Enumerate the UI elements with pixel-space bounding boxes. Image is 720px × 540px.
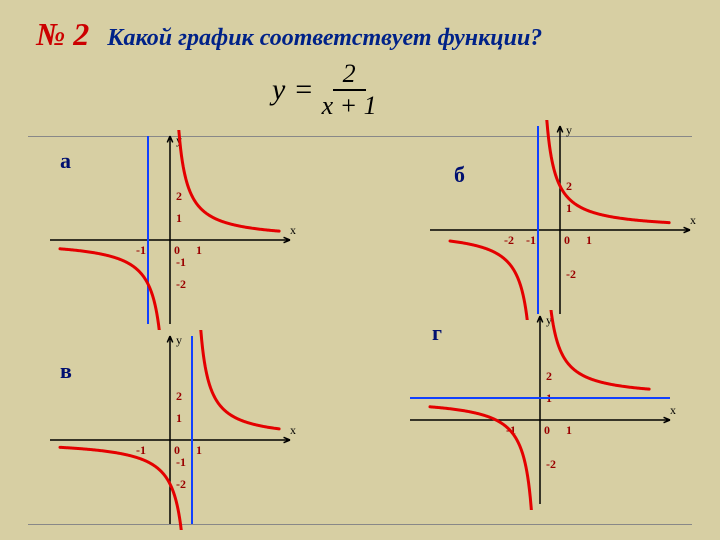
- svg-text:-2: -2: [546, 457, 556, 471]
- formula-fraction: 2 x + 1: [322, 61, 377, 119]
- formula-numerator: 2: [333, 61, 366, 91]
- svg-text:-2: -2: [176, 277, 186, 291]
- formula-lhs: y: [272, 73, 285, 107]
- formula-denominator: x + 1: [322, 91, 377, 119]
- svg-text:1: 1: [176, 411, 182, 425]
- svg-text:x: x: [690, 213, 696, 227]
- svg-text:x: x: [290, 423, 296, 437]
- svg-text:-2: -2: [504, 233, 514, 247]
- plot-g: xy0-1112-2: [400, 310, 680, 510]
- svg-text:y: y: [566, 123, 572, 137]
- svg-text:-2: -2: [566, 267, 576, 281]
- svg-text:-1: -1: [176, 255, 186, 269]
- panel-label-g: г: [432, 320, 442, 346]
- svg-text:1: 1: [586, 233, 592, 247]
- panel-label-v: в: [60, 358, 72, 384]
- plot-a: xy0-1112-1-2: [40, 130, 300, 330]
- svg-text:-1: -1: [136, 443, 146, 457]
- problem-question: Какой график соответствует функции?: [107, 25, 542, 52]
- svg-text:y: y: [176, 333, 182, 347]
- svg-text:-2: -2: [176, 477, 186, 491]
- equals-sign: =: [285, 73, 321, 107]
- svg-text:2: 2: [546, 369, 552, 383]
- svg-text:x: x: [670, 403, 676, 417]
- problem-number: № 2: [36, 16, 89, 53]
- svg-text:-1: -1: [136, 243, 146, 257]
- formula: y = 2 x + 1: [272, 60, 377, 120]
- svg-text:1: 1: [196, 443, 202, 457]
- panel-label-b: б: [454, 162, 465, 188]
- svg-text:2: 2: [566, 179, 572, 193]
- svg-text:2: 2: [176, 389, 182, 403]
- svg-text:2: 2: [176, 189, 182, 203]
- svg-text:-1: -1: [526, 233, 536, 247]
- svg-text:1: 1: [196, 243, 202, 257]
- title-row: № 2 Какой график соответствует функции?: [36, 16, 542, 53]
- panel-label-a: а: [60, 148, 71, 174]
- svg-text:-1: -1: [176, 455, 186, 469]
- svg-text:1: 1: [566, 201, 572, 215]
- plot-v: xy0-1112-1-2: [40, 330, 300, 530]
- svg-text:1: 1: [176, 211, 182, 225]
- svg-text:0: 0: [564, 233, 570, 247]
- plot-b: x y 0 -2 -1 1 1 2 -2: [420, 120, 700, 320]
- svg-text:x: x: [290, 223, 296, 237]
- svg-text:1: 1: [566, 423, 572, 437]
- svg-text:0: 0: [544, 423, 550, 437]
